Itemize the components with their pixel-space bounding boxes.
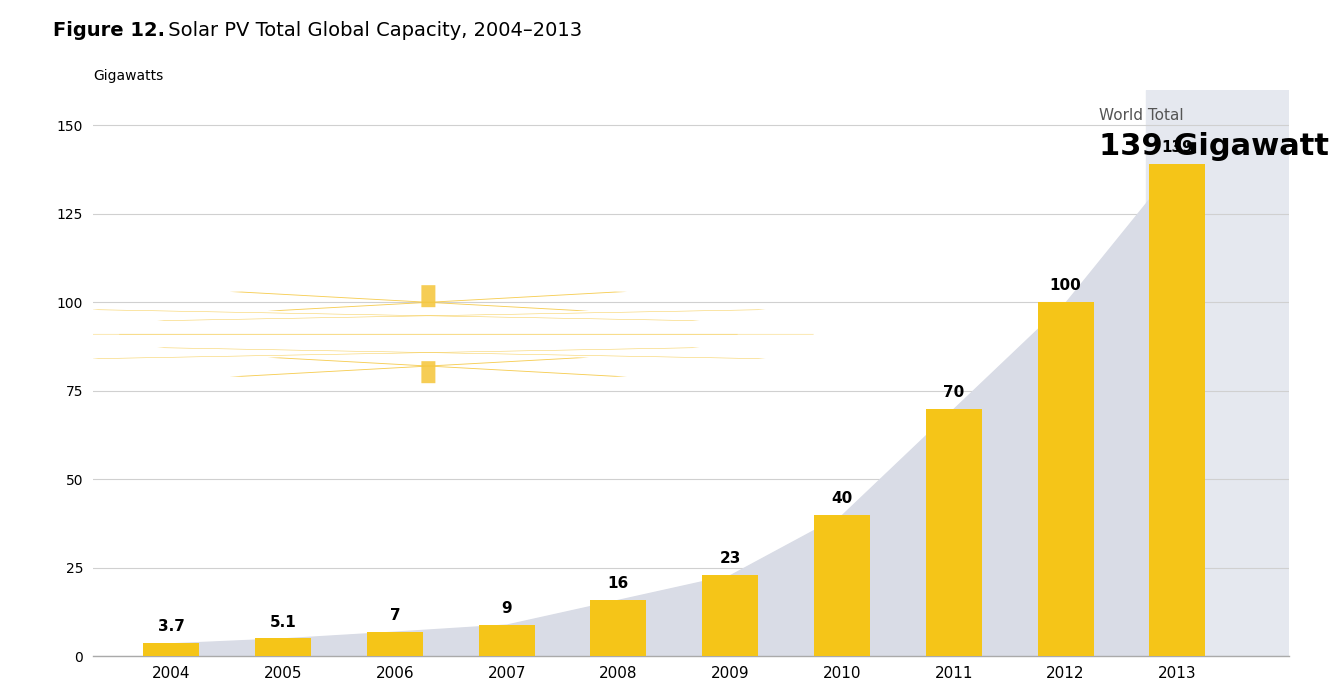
Text: 7: 7: [389, 608, 400, 623]
FancyBboxPatch shape: [157, 348, 766, 359]
Text: 5.1: 5.1: [270, 614, 296, 630]
Bar: [478, 625, 534, 656]
Text: 139 Gigawatts: 139 Gigawatts: [1099, 133, 1329, 161]
FancyBboxPatch shape: [421, 285, 436, 307]
Bar: [1146, 90, 1289, 656]
Text: 139: 139: [1162, 140, 1193, 155]
Text: 9: 9: [501, 600, 512, 616]
FancyBboxPatch shape: [421, 361, 436, 384]
Bar: [367, 632, 423, 656]
Bar: [815, 515, 870, 656]
Text: Gigawatts: Gigawatts: [93, 68, 163, 83]
FancyBboxPatch shape: [230, 357, 589, 377]
FancyBboxPatch shape: [157, 310, 766, 321]
Bar: [926, 408, 982, 656]
Text: Solar PV Total Global Capacity, 2004–2013: Solar PV Total Global Capacity, 2004–201…: [162, 21, 582, 39]
Text: 23: 23: [719, 551, 740, 566]
Text: 40: 40: [832, 491, 853, 506]
Bar: [144, 643, 199, 656]
FancyBboxPatch shape: [267, 357, 627, 377]
FancyBboxPatch shape: [92, 348, 699, 359]
Text: 3.7: 3.7: [158, 620, 185, 634]
FancyBboxPatch shape: [267, 292, 627, 311]
Text: World Total: World Total: [1099, 108, 1184, 122]
Bar: [255, 638, 311, 656]
Bar: [1038, 303, 1094, 656]
FancyBboxPatch shape: [230, 292, 589, 311]
Text: 100: 100: [1050, 278, 1082, 294]
Bar: [590, 600, 646, 656]
Bar: [1150, 164, 1205, 656]
Bar: [702, 575, 758, 656]
Text: Figure 12.: Figure 12.: [53, 21, 165, 39]
Text: 16: 16: [607, 576, 629, 591]
FancyBboxPatch shape: [92, 310, 699, 321]
Text: 70: 70: [944, 385, 965, 399]
